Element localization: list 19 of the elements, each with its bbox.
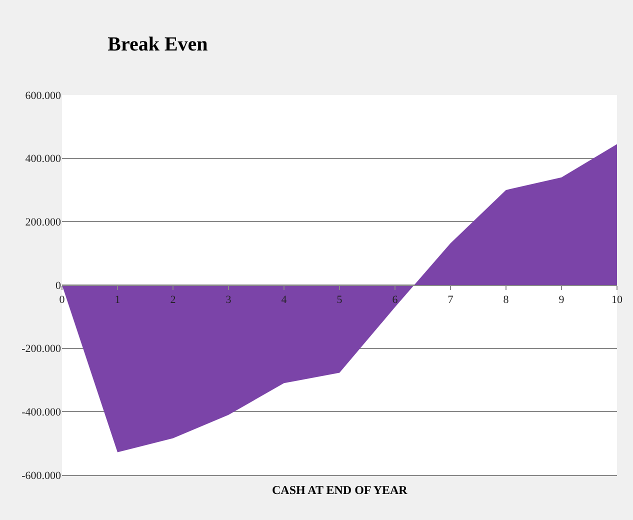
- x-tick-label: 8: [503, 294, 510, 306]
- x-tick-label: 9: [558, 294, 565, 306]
- y-tick-label: 400.000: [25, 153, 62, 166]
- y-tick-label: 200.000: [25, 216, 62, 229]
- y-tick-label: -600.000: [22, 470, 62, 482]
- y-tick-label: -400.000: [22, 406, 62, 419]
- x-tick-label: 5: [336, 294, 343, 306]
- y-tick-label: 0: [56, 280, 62, 292]
- y-tick-label: -200.000: [22, 343, 62, 356]
- x-tick-label: 4: [281, 294, 288, 306]
- y-tick-label: 600.000: [25, 90, 62, 102]
- x-axis-title: CASH AT END OF YEAR: [272, 483, 408, 497]
- x-tick-label: 3: [226, 294, 232, 306]
- x-tick-label: 7: [448, 294, 454, 306]
- x-tick-label: 6: [392, 294, 398, 306]
- x-tick-label: 10: [612, 294, 623, 306]
- chart-title: Break Even: [108, 33, 208, 56]
- x-tick-label: 2: [170, 294, 176, 306]
- x-tick-label: 1: [114, 294, 120, 306]
